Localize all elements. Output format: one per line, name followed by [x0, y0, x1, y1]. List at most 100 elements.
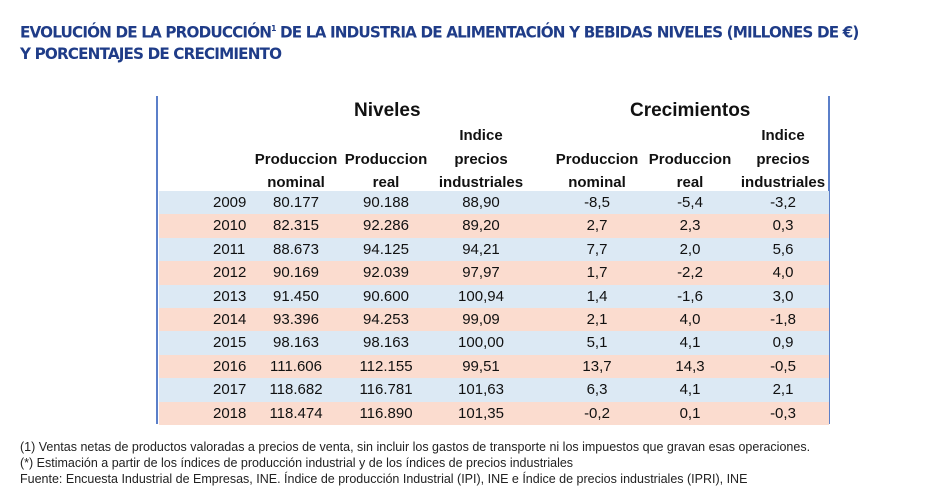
row-value: 100,94 [458, 287, 504, 305]
column-header-line: Produccion [344, 150, 428, 168]
row-value: 94.125 [363, 240, 409, 258]
row-value: 101,63 [458, 381, 504, 399]
row-value: 2,0 [679, 240, 701, 258]
row-year: 2018 [213, 404, 247, 422]
title-line1b: DE LA INDUSTRIA DE ALIMENTACIÓN Y BEBIDA… [275, 22, 859, 42]
column-header-line: real [676, 174, 704, 191]
row-value: 4,1 [679, 381, 701, 399]
footnote-source: Fuente: Encuesta Industrial de Empresas,… [20, 472, 748, 486]
row-value: 4,0 [772, 264, 794, 282]
column-header: Indice precios industriales [426, 124, 536, 195]
table-row: 2016 111.606 112.155 99,51 13,7 14,3 -0,5 [159, 354, 829, 379]
column-header: Produccion nominal [542, 124, 652, 195]
row-value: 99,51 [462, 357, 500, 375]
row-value: 101,35 [458, 404, 504, 422]
row-value: 7,7 [586, 240, 608, 258]
row-value: 2,7 [586, 217, 608, 235]
row-value: 0,9 [772, 334, 794, 352]
row-value: 14,3 [675, 357, 705, 375]
row-year: 2012 [213, 264, 247, 282]
row-value: 94.253 [363, 311, 409, 328]
row-value: 90.169 [273, 264, 319, 282]
row-value: 5,6 [772, 240, 794, 258]
row-value: 82.315 [273, 217, 319, 235]
row-value: -0,3 [770, 404, 796, 422]
row-value: 2,1 [772, 381, 794, 399]
column-header-line: Produccion [555, 150, 639, 168]
row-value: 90.188 [363, 194, 409, 211]
table-row: 2012 90.169 92.039 97,97 1,7 -2,2 4,0 [159, 261, 829, 285]
table-row: 2015 98.163 98.163 100,00 5,1 4,1 0,9 [159, 331, 829, 355]
column-header: Produccion real [331, 124, 441, 195]
row-value: 4,0 [679, 311, 701, 328]
row-value: -1,8 [770, 311, 796, 328]
column-header-line: nominal [267, 174, 325, 191]
row-value: 88,90 [462, 194, 500, 211]
row-value: 98.163 [363, 334, 409, 352]
title-line1: EVOLUCIÓN DE LA PRODUCCIÓN [20, 22, 272, 42]
row-value: -5,4 [677, 194, 703, 211]
row-value: 0,1 [679, 404, 701, 422]
row-value: 99,09 [462, 311, 500, 328]
row-value: 80.177 [273, 194, 319, 211]
row-value: 98.163 [273, 334, 319, 352]
row-value: 100,00 [458, 334, 504, 352]
row-value: 2,3 [679, 217, 701, 235]
row-value: 90.600 [363, 287, 409, 305]
row-value: 3,0 [772, 287, 794, 305]
column-header-line: Produccion [254, 150, 338, 168]
column-header-line: real [372, 174, 400, 191]
table-row: 2013 91.450 90.600 100,94 1,4 -1,6 3,0 [159, 284, 829, 308]
row-value: 5,1 [586, 334, 608, 352]
row-year: 2015 [213, 334, 247, 352]
row-value: 116.890 [359, 404, 413, 422]
row-value: 111.606 [270, 357, 322, 375]
row-value: 89,20 [462, 217, 500, 235]
title-line2: Y PORCENTAJES DE CRECIMIENTO [20, 44, 282, 64]
row-value: 94,21 [462, 240, 500, 258]
column-header: Produccion real [635, 124, 745, 195]
row-value: 0,3 [772, 217, 794, 235]
row-year: 2017 [213, 381, 247, 399]
row-value: -0,5 [770, 357, 796, 375]
column-header: Indice precios industriales [728, 124, 838, 195]
column-header-line: Produccion [648, 150, 732, 168]
row-value: 116.781 [359, 381, 413, 399]
table-row: 2018 118.474 116.890 101,35 -0,2 0,1 -0,3 [159, 401, 829, 425]
column-header: Produccion nominal [241, 124, 351, 195]
row-year: 2016 [213, 357, 247, 375]
column-header-line [331, 124, 441, 148]
row-value: 118.474 [269, 404, 323, 422]
row-value: 6,3 [586, 381, 608, 399]
row-value: 13,7 [582, 357, 612, 375]
row-value: 93.396 [273, 311, 319, 328]
row-value: 4,1 [679, 334, 701, 352]
row-value: 97,97 [462, 264, 500, 282]
group-header-niveles: Niveles [354, 100, 421, 121]
row-value: 112.155 [359, 357, 413, 375]
row-value: -3,2 [770, 194, 796, 211]
table-row: 2009 80.177 90.188 88,90 -8,5 -5,4 -3,2 [159, 191, 829, 215]
footnote-marker: 1 [271, 24, 276, 33]
column-header-line: precios [756, 150, 810, 168]
column-header-line: Indice [459, 127, 503, 144]
row-value: -2,2 [677, 264, 703, 282]
row-year: 2013 [213, 287, 247, 305]
table-row: 2010 82.315 92.286 89,20 2,7 2,3 0,3 [159, 214, 829, 238]
row-year: 2009 [213, 194, 247, 211]
row-value: -1,6 [677, 287, 703, 305]
row-value: 1,4 [586, 287, 608, 305]
row-value: 2,1 [586, 311, 608, 328]
group-header-crecimientos: Crecimientos [630, 100, 751, 121]
row-value: 118.682 [269, 381, 323, 399]
row-year: 2014 [213, 311, 247, 328]
footnote-1: (1) Ventas netas de productos valoradas … [20, 440, 811, 454]
row-value: -8,5 [584, 194, 610, 211]
footnote-2: (*) Estimación a partir de los índices d… [20, 456, 574, 470]
row-value: 92.039 [363, 264, 409, 282]
column-header-line: nominal [568, 174, 626, 191]
table-row: 2011 88.673 94.125 94,21 7,7 2,0 5,6 [159, 237, 829, 262]
column-header-line: industriales [438, 174, 524, 191]
column-header-line: industriales [740, 174, 826, 191]
row-value: 1,7 [586, 264, 608, 282]
